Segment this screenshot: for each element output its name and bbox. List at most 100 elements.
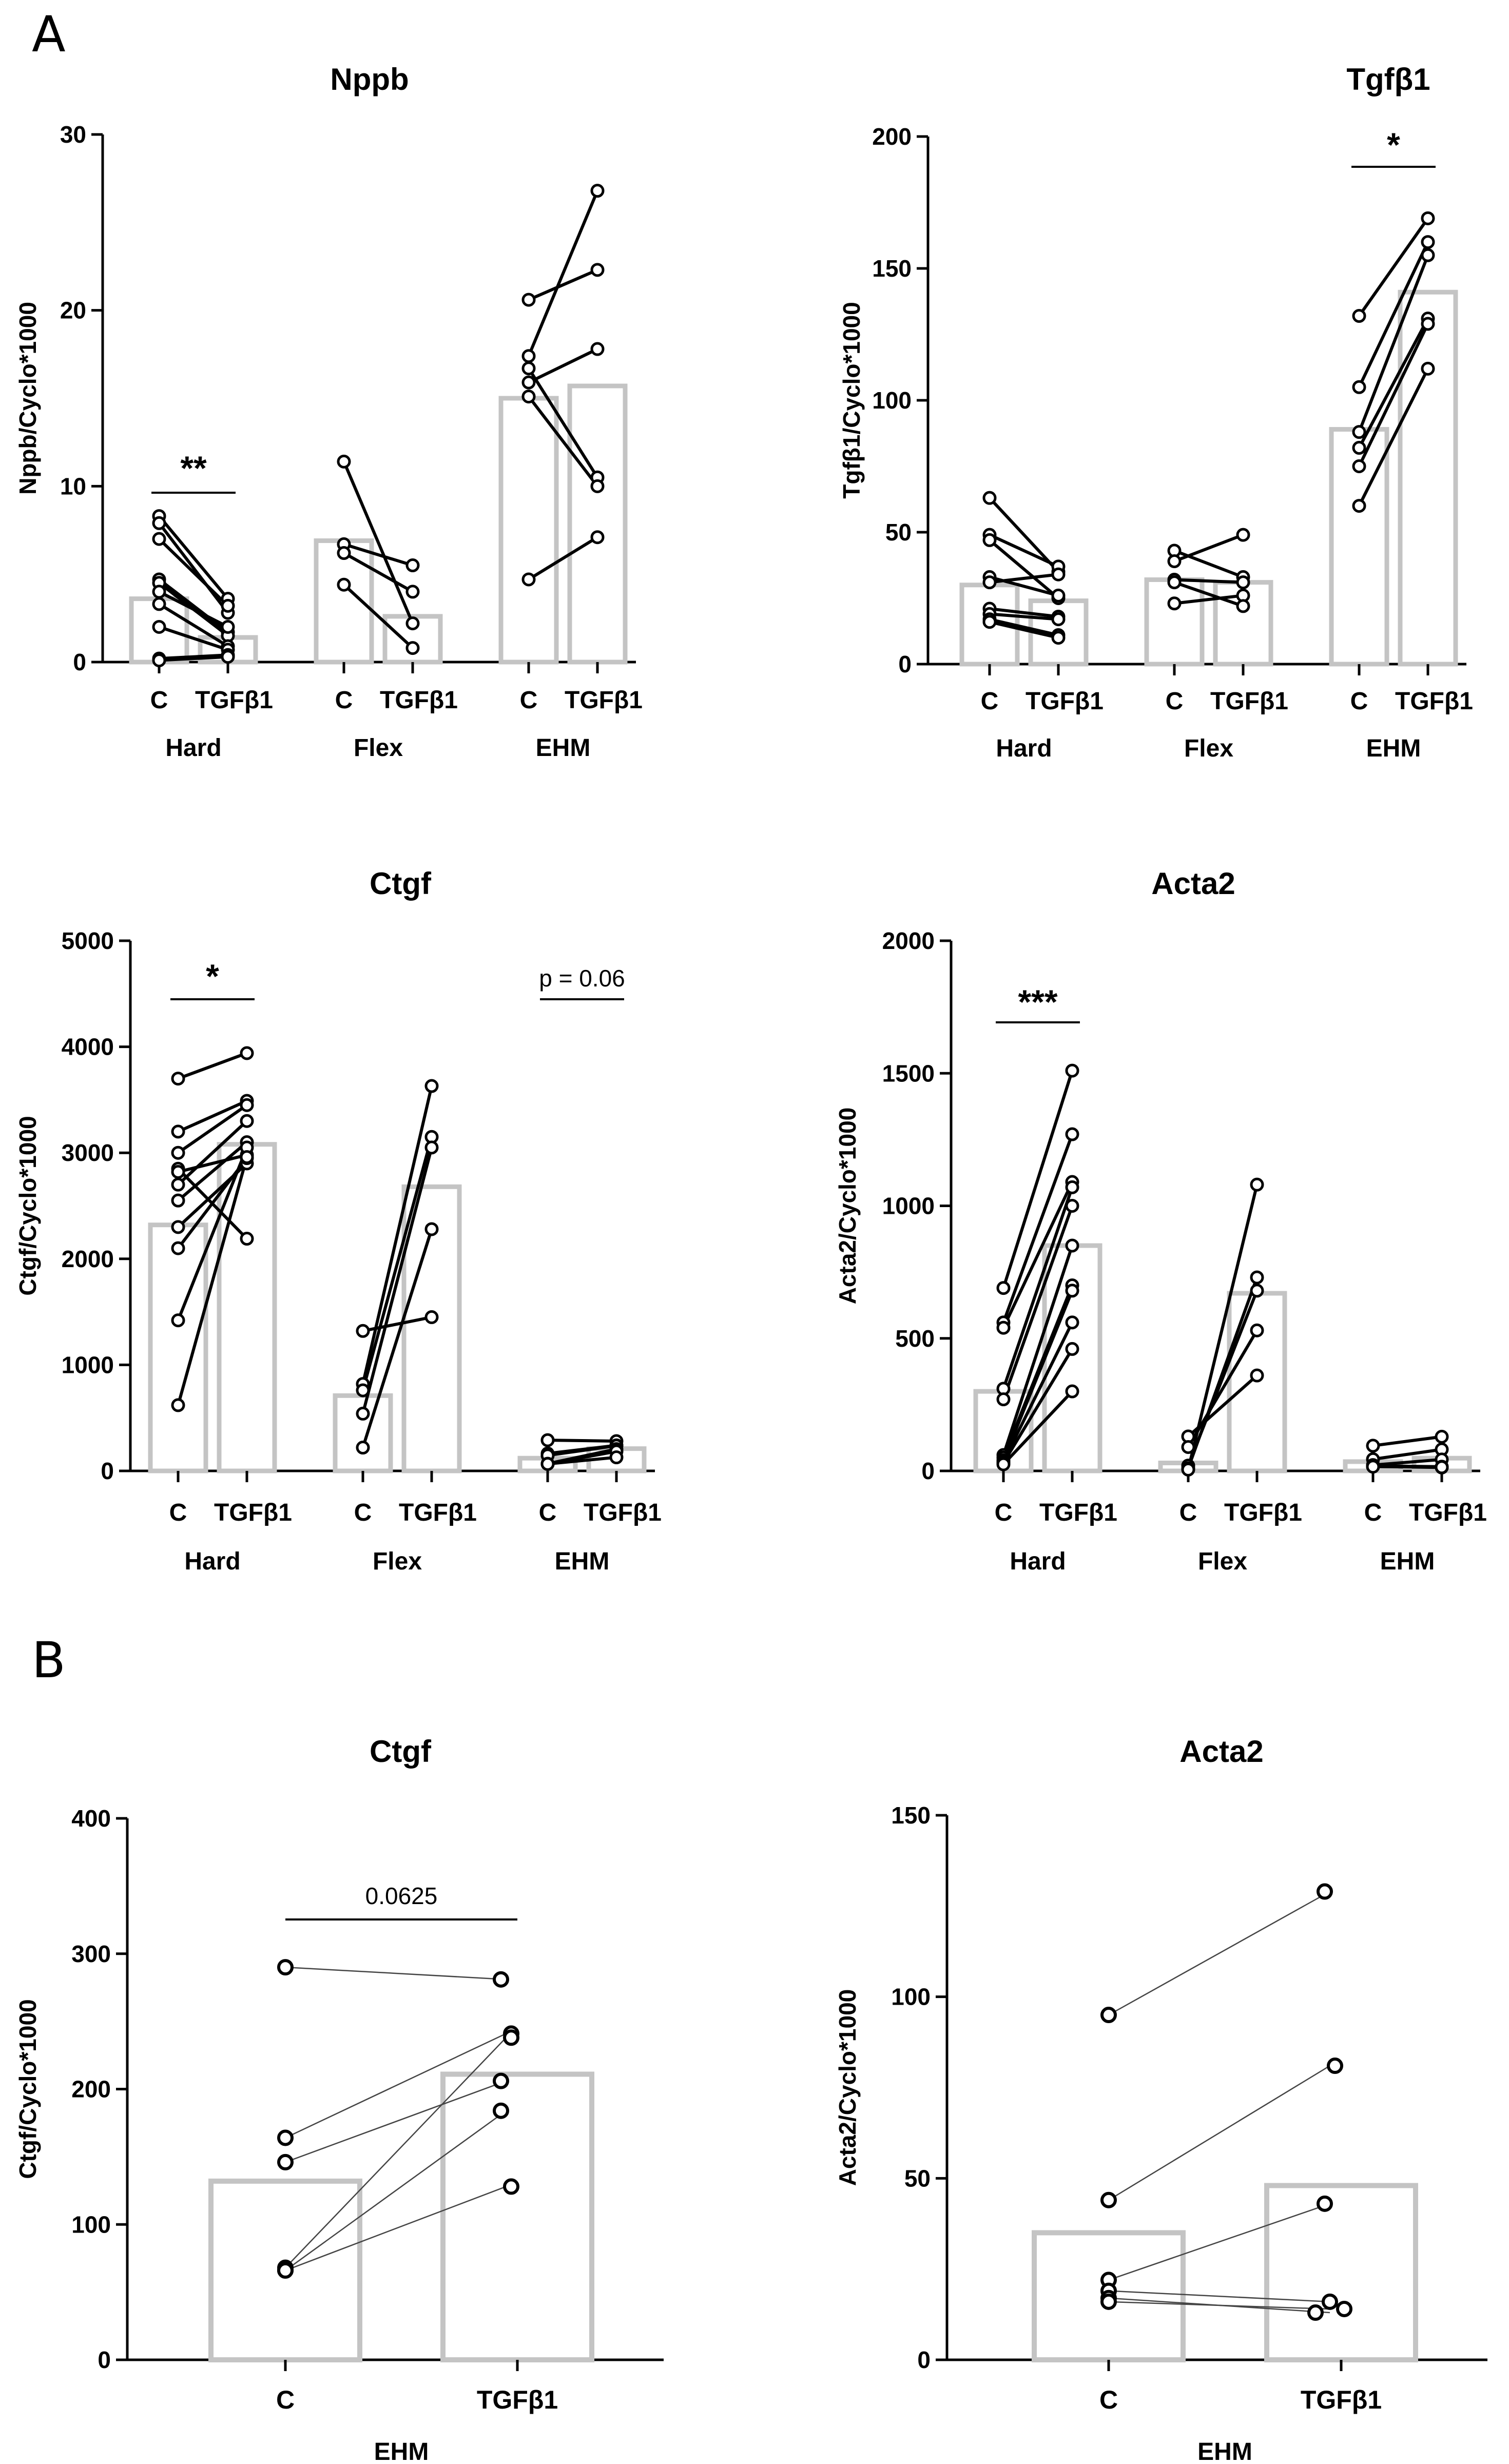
data-point: [1421, 211, 1435, 225]
pair-line: [1002, 1290, 1074, 1461]
y-tick-label: 0: [921, 1458, 935, 1484]
y-tick-label: 4000: [62, 1034, 114, 1060]
pair-line: [989, 533, 1059, 568]
chart-title: Acta2: [1179, 1734, 1263, 1769]
data-point: [521, 390, 536, 404]
pair-line: [342, 461, 414, 624]
pair-line: [1174, 578, 1244, 584]
y-tick-label: 0: [917, 2346, 931, 2373]
chart-title: Ctgf: [370, 1734, 432, 1769]
data-point: [996, 1392, 1011, 1407]
pair-line: [177, 1052, 248, 1080]
y-tick-label: 0: [98, 2346, 111, 2373]
data-point: [221, 619, 235, 634]
condition-label: TGFβ1: [1026, 688, 1104, 715]
chart-title: Ctgf: [370, 866, 432, 901]
pair-line: [285, 2037, 507, 2268]
data-point: [982, 615, 997, 629]
data-point: [1250, 1323, 1264, 1337]
data-point: [171, 1193, 185, 1208]
y-tick-label: 2000: [882, 927, 935, 954]
y-tick-label: 1000: [882, 1193, 935, 1219]
pair-line: [1002, 1134, 1074, 1323]
data-point: [996, 1281, 1011, 1295]
data-point: [1327, 2058, 1343, 2074]
data-point: [1352, 459, 1366, 473]
y-tick-label: 150: [891, 1802, 931, 1829]
y-tick-label: 0: [73, 649, 86, 675]
condition-label: C: [335, 687, 353, 714]
data-point: [405, 616, 420, 631]
y-tick-label: 10: [60, 473, 86, 499]
condition-label: TGFβ1: [1210, 688, 1288, 715]
data-point: [152, 532, 166, 546]
data-point: [277, 1959, 294, 1976]
data-point: [1352, 425, 1366, 439]
x-tick-label: C: [1099, 2385, 1118, 2414]
data-point: [1421, 235, 1435, 249]
pair-line: [285, 2110, 507, 2271]
data-point: [1051, 567, 1066, 581]
y-tick-label: 1000: [62, 1351, 114, 1378]
pair-line: [177, 1099, 248, 1133]
condition-label: TGFβ1: [214, 1499, 292, 1526]
condition-label: TGFβ1: [1039, 1499, 1117, 1526]
pair-line: [177, 1120, 248, 1186]
x-axis-label: EHM: [1197, 2438, 1252, 2464]
bar: [1398, 289, 1458, 667]
group-label: Hard: [1010, 1548, 1066, 1575]
data-point: [1167, 596, 1182, 611]
pair-line: [1187, 1276, 1259, 1469]
pair-line: [1002, 1322, 1074, 1463]
chart-ehm-ctgf: Ctgf Ctgf/Cyclo*1000 0 100 200 300 400 C TGFβ1 EH…: [14, 1734, 664, 2464]
condition-label: TGFβ1: [380, 687, 458, 714]
data-point: [503, 2029, 519, 2046]
data-point: [356, 1324, 370, 1338]
data-point: [240, 1114, 254, 1128]
y-tick-label: 30: [60, 121, 86, 148]
y-tick-label: 0: [101, 1458, 114, 1484]
pair-line: [343, 542, 413, 567]
data-point: [277, 2153, 294, 2170]
data-point: [1100, 2007, 1117, 2024]
y-tick-label: 400: [71, 1805, 111, 1832]
pair-line: [989, 620, 1059, 639]
pair-line: [527, 395, 599, 488]
x-axis-label: EHM: [374, 2438, 429, 2464]
chart-title: Nppb: [330, 62, 409, 96]
pair-line: [528, 347, 598, 384]
bar: [148, 1223, 208, 1473]
data-point: [171, 1241, 185, 1255]
y-tick-label: 100: [872, 387, 912, 414]
data-point: [424, 1222, 439, 1236]
pair-line: [158, 578, 229, 634]
y-tick-label: 0: [898, 651, 912, 677]
pair-line: [362, 1315, 432, 1333]
y-tick-label: 500: [895, 1325, 935, 1352]
x-tick-label: TGFβ1: [477, 2385, 558, 2414]
group-label: Flex: [373, 1548, 422, 1575]
data-point: [337, 546, 351, 560]
data-point: [1352, 499, 1366, 513]
condition-label: TGFβ1: [584, 1499, 662, 1526]
data-point: [405, 641, 420, 655]
y-tick-label: 100: [891, 1984, 931, 2010]
pair-line: [177, 1156, 248, 1406]
data-point: [171, 1124, 185, 1139]
condition-label: C: [1364, 1499, 1382, 1526]
data-point: [1065, 1284, 1079, 1298]
data-point: [221, 598, 235, 613]
data-point: [982, 533, 997, 547]
data-point: [240, 1098, 254, 1112]
pair-line: [1002, 1187, 1074, 1389]
significance-label: 0.0625: [365, 1883, 438, 1909]
pair-line: [361, 1147, 433, 1414]
data-point: [590, 184, 605, 198]
condition-label: TGFβ1: [1224, 1499, 1302, 1526]
group-label: Flex: [1198, 1548, 1247, 1575]
group-label: Hard: [996, 735, 1052, 762]
significance-label: ***: [1018, 983, 1057, 1021]
pair-line: [177, 1103, 248, 1154]
pair-line: [989, 617, 1059, 637]
